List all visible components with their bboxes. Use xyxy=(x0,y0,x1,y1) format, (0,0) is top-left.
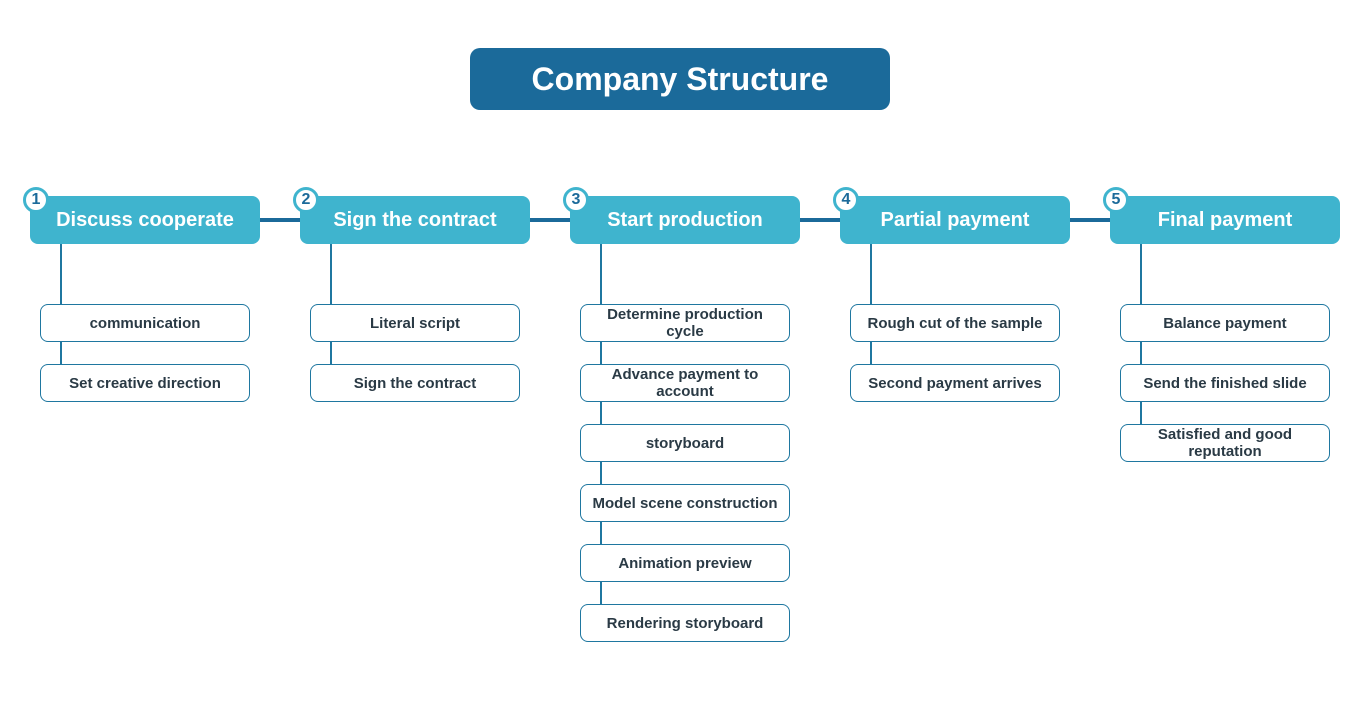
stage-number: 3 xyxy=(572,191,581,209)
stage-child-label: Literal script xyxy=(370,315,460,332)
stage-child-label: Determine production cycle xyxy=(587,306,783,340)
stage-child-label: Model scene construction xyxy=(592,495,777,512)
stage-child: Rendering storyboard xyxy=(580,604,790,642)
stage-child: communication xyxy=(40,304,250,342)
stage-child: Balance payment xyxy=(1120,304,1330,342)
stage-child: Rough cut of the sample xyxy=(850,304,1060,342)
stage-number: 5 xyxy=(1112,191,1121,209)
stage-number-badge: 4 xyxy=(833,187,859,213)
stage-number: 1 xyxy=(32,191,41,209)
stage-header-label: Discuss cooperate xyxy=(56,209,234,232)
stage-header-label: Start production xyxy=(607,209,763,232)
stage-number-badge: 3 xyxy=(563,187,589,213)
stage-child-label: Set creative direction xyxy=(69,375,221,392)
stage-connector xyxy=(260,218,300,222)
stage-child: Determine production cycle xyxy=(580,304,790,342)
diagram-title: Company Structure xyxy=(470,48,890,110)
stage-child-label: Sign the contract xyxy=(354,375,477,392)
stage-header-label: Partial payment xyxy=(881,209,1030,232)
stage-number-badge: 5 xyxy=(1103,187,1129,213)
stage-child-label: Animation preview xyxy=(618,555,751,572)
stage-child: Animation preview xyxy=(580,544,790,582)
stage-number-badge: 1 xyxy=(23,187,49,213)
stage-connector xyxy=(530,218,570,222)
stage-child: Advance payment to account xyxy=(580,364,790,402)
stage-child-label: Send the finished slide xyxy=(1143,375,1306,392)
stage-child: Literal script xyxy=(310,304,520,342)
stage-header-label: Sign the contract xyxy=(333,209,496,232)
stage-child-label: Rendering storyboard xyxy=(607,615,764,632)
stage-child: Set creative direction xyxy=(40,364,250,402)
stage-child-label: Second payment arrives xyxy=(868,375,1041,392)
stage-vline xyxy=(1140,244,1142,443)
stage-connector xyxy=(1070,218,1110,222)
stage-child-label: Balance payment xyxy=(1163,315,1286,332)
stage-child-label: communication xyxy=(90,315,201,332)
stage-header: Discuss cooperate xyxy=(30,196,260,244)
stage-child: Sign the contract xyxy=(310,364,520,402)
stage-header-label: Final payment xyxy=(1158,209,1292,232)
stage-child: Second payment arrives xyxy=(850,364,1060,402)
stage-child-label: Satisfied and good reputation xyxy=(1127,426,1323,460)
stage-child: Send the finished slide xyxy=(1120,364,1330,402)
stage-number: 2 xyxy=(302,191,311,209)
stage-child: storyboard xyxy=(580,424,790,462)
stage-header: Final payment xyxy=(1110,196,1340,244)
stage-header: Sign the contract xyxy=(300,196,530,244)
stage-child-label: Advance payment to account xyxy=(587,366,783,400)
stage-child: Model scene construction xyxy=(580,484,790,522)
diagram-title-text: Company Structure xyxy=(532,61,829,98)
stage-child-label: storyboard xyxy=(646,435,724,452)
stage-header: Partial payment xyxy=(840,196,1070,244)
stage-number: 4 xyxy=(842,191,851,209)
stage-header: Start production xyxy=(570,196,800,244)
stage-number-badge: 2 xyxy=(293,187,319,213)
stage-child-label: Rough cut of the sample xyxy=(867,315,1042,332)
stage-child: Satisfied and good reputation xyxy=(1120,424,1330,462)
stage-connector xyxy=(800,218,840,222)
